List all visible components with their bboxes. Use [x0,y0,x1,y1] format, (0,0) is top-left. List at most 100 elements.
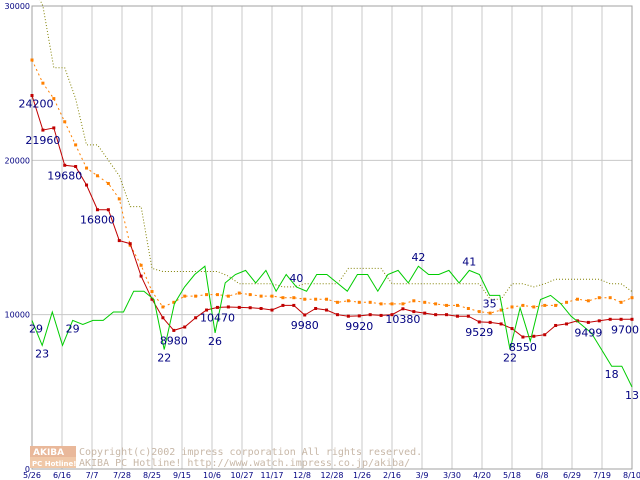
logo-bottom-text: PC Hotline! [32,460,76,468]
data-label-price_low: 21960 [25,134,60,147]
data-point-price_avg [521,303,525,307]
series-line-price_avg [31,59,633,314]
data-point-price_avg [303,297,307,301]
data-point-price_avg [85,166,89,170]
x-tick-label: 1/26 [353,471,371,480]
data-point-price_low [325,308,329,312]
data-point-price_low [608,317,612,321]
x-tick-label: 8/10 [623,471,640,480]
data-point-price_low [52,126,56,130]
data-point-price_avg [270,294,274,298]
data-point-price_avg [335,300,339,304]
data-point-price_avg [95,174,99,178]
data-point-price_avg [477,310,481,314]
logo-top-text: AKIBA [33,448,64,458]
data-point-price_avg [543,303,547,307]
data-point-price_avg [205,293,209,297]
data-point-price_avg [314,297,318,301]
data-point-price_low [215,305,219,309]
data-point-price_low [117,239,121,243]
data-point-price_avg [194,294,198,298]
series-line-shop_count [31,265,633,388]
copyright-text: Copyright(c)2002 impress corporation All… [79,447,422,458]
data-point-price_avg [248,293,252,297]
data-point-price_low [95,208,99,212]
plot-border [31,5,633,470]
data-point-price_avg [281,296,285,300]
data-label-shop_count: 29 [66,322,80,335]
x-tick-label: 6/29 [563,471,581,480]
data-point-price_avg [423,300,427,304]
data-point-price_low [477,320,481,324]
x-tick-label: 9/15 [173,471,191,480]
data-label-price_low: 24200 [19,98,54,111]
data-point-price_low [543,333,547,337]
x-axis-ticks: 5/26 6/16 7/7 7/28 8/25 9/15 10/6 10/27 11/17 12/… [23,471,640,480]
data-point-price_low [74,165,78,169]
data-point-price_avg [150,290,154,294]
data-label-shop_count: 23 [35,347,49,360]
x-tick-label: 7/28 [113,471,131,480]
data-point-price_avg [161,305,165,309]
x-tick-label: 6/16 [53,471,71,480]
data-point-price_low [368,313,372,317]
data-point-price_avg [41,81,45,85]
data-point-price_avg [510,305,514,309]
y-tick-label: 30000 [5,2,30,11]
data-point-price_avg [532,305,536,309]
grid-lines [31,5,633,470]
data-point-price_avg [117,197,121,201]
data-label-price_low: 16800 [80,214,115,227]
data-point-price_avg [499,308,503,312]
data-label-shop_count: 29 [29,322,43,335]
data-point-price_low [161,316,165,320]
data-point-price_low [521,335,525,339]
data-point-price_avg [346,299,350,303]
data-point-price_avg [30,58,34,62]
data-point-price_avg [445,303,449,307]
data-point-price_avg [488,311,492,315]
data-label-price_low: 19680 [47,169,82,182]
x-tick-label: 11/17 [260,471,283,480]
data-point-price_low [292,303,296,307]
data-point-price_avg [608,296,612,300]
data-label-price_low: 8550 [509,341,537,354]
data-point-price_low [488,320,492,324]
data-point-price_low [499,322,503,326]
data-point-price_low [63,163,67,167]
x-tick-label: 7/19 [593,471,611,480]
data-point-price_low [346,314,350,318]
data-point-price_avg [586,299,590,303]
data-point-price_low [586,320,590,324]
data-point-price_avg [412,299,416,303]
data-point-price_low [281,303,285,307]
data-point-price_avg [597,296,601,300]
data-point-price_low [532,334,536,338]
data-label-price_low: 10470 [200,311,235,324]
data-point-price_low [205,308,209,312]
data-point-price_avg [325,297,329,301]
x-tick-label: 5/18 [503,471,521,480]
footer: AKIBA PC Hotline! Copyright(c)2002 impre… [30,446,422,469]
y-axis-ticks: 0 10000 20000 30000 [5,2,30,474]
data-point-price_avg [139,263,143,267]
data-point-price_low [510,327,514,331]
data-point-price_avg [128,243,132,247]
data-label-price_low: 8980 [160,334,188,347]
x-tick-label: 10/27 [230,471,253,480]
data-point-price_low [150,297,154,301]
series-lines [30,0,634,388]
hotline-text: AKIBA PC Hotline! http://www.watch.impre… [79,458,410,469]
data-point-price_low [237,305,241,309]
data-point-price_low [466,314,470,318]
x-tick-label: 3/9 [416,471,429,480]
data-point-price_avg [183,294,187,298]
x-tick-label: 10/6 [203,471,221,480]
data-point-price_low [401,307,405,311]
y-tick-label: 10000 [5,311,30,320]
data-point-price_low [434,313,438,317]
data-point-price_low [226,305,230,309]
data-label-shop_count: 22 [503,352,517,365]
x-tick-label: 5/26 [23,471,41,480]
data-point-price_low [619,317,623,321]
